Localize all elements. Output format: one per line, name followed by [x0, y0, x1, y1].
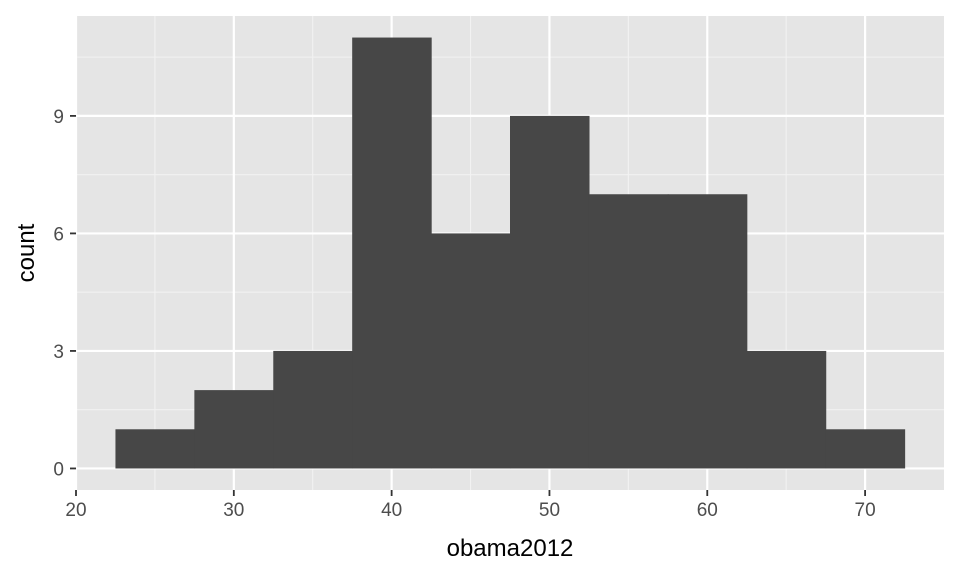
- histogram-bar: [352, 37, 432, 469]
- histogram-bar: [431, 233, 511, 469]
- x-axis-ticks: 20 30 40 50 60 70: [65, 490, 876, 521]
- histogram-bar: [667, 194, 748, 469]
- y-tick-label: 6: [53, 224, 64, 245]
- histogram-bar: [825, 429, 906, 469]
- histogram-bar: [746, 350, 827, 469]
- y-tick-label: 3: [53, 342, 64, 363]
- x-tick-label: 50: [539, 500, 560, 521]
- x-tick-label: 70: [855, 500, 876, 521]
- histogram-bars: [115, 37, 906, 469]
- histogram-bar: [115, 429, 195, 469]
- x-tick-label: 60: [697, 500, 718, 521]
- y-tick-label: 9: [53, 107, 64, 128]
- x-tick-label: 20: [65, 500, 86, 521]
- x-axis-title: obama2012: [447, 535, 574, 562]
- histogram-bar: [510, 115, 590, 469]
- histogram-bar: [588, 194, 669, 469]
- y-axis-title: count: [13, 223, 40, 282]
- y-tick-label: 0: [53, 459, 64, 480]
- x-tick-label: 30: [223, 500, 244, 521]
- y-axis-ticks: 0 3 6 9: [53, 107, 76, 480]
- histogram-bar: [273, 350, 353, 469]
- histogram-bar: [194, 390, 274, 469]
- x-tick-label: 40: [381, 500, 402, 521]
